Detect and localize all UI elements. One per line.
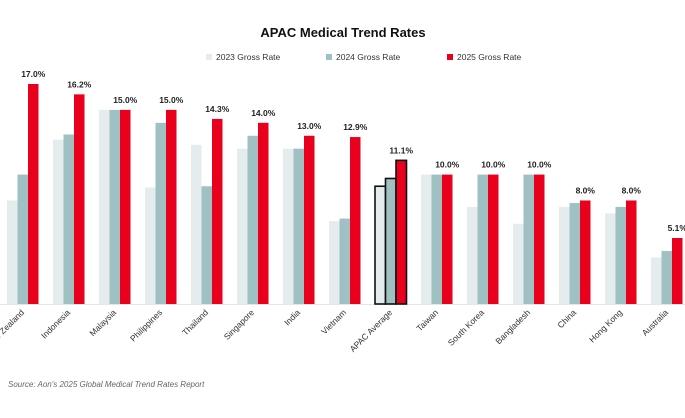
- bar: [569, 203, 580, 304]
- legend-swatch: [206, 54, 212, 60]
- data-label: 11.1%: [389, 145, 413, 155]
- bar: [395, 159, 408, 305]
- bar: [155, 122, 166, 304]
- bars: [7, 84, 683, 305]
- category-label: Australia: [640, 307, 671, 338]
- data-label: 15.0%: [113, 95, 138, 105]
- legend-swatch: [326, 54, 332, 60]
- bar: [145, 187, 156, 304]
- bar: [109, 109, 120, 304]
- bar: [523, 174, 534, 304]
- bar: [212, 118, 223, 304]
- bar: [467, 206, 478, 304]
- bar: [651, 257, 662, 304]
- data-label: 10.0%: [481, 160, 506, 170]
- category-label: Singapore: [222, 307, 257, 342]
- bar: [615, 206, 626, 304]
- category-label: APAC Average: [348, 307, 395, 354]
- data-label: 14.0%: [251, 108, 276, 118]
- data-labels: 17.0% 16.2% 15.0% 15.0% 14.3% 14.0% 13.0% 12.9%…: [21, 69, 685, 233]
- legend-label: 2025 Gross Rate: [457, 52, 522, 62]
- category-label: China: [555, 307, 578, 330]
- data-label: 15.0%: [159, 95, 184, 105]
- bar: [442, 174, 453, 304]
- bar: [580, 200, 591, 304]
- category-label: Taiwan: [414, 307, 440, 333]
- bar: [534, 174, 545, 304]
- bar: [339, 218, 350, 304]
- bar: [374, 185, 387, 305]
- data-label: 17.0%: [21, 69, 46, 79]
- bar: [28, 84, 39, 304]
- bar: [247, 135, 258, 304]
- bar: [63, 134, 74, 304]
- data-label: 10.0%: [435, 160, 460, 170]
- bar: [304, 135, 315, 304]
- category-label: Philippines: [128, 307, 164, 343]
- legend-swatch: [447, 54, 453, 60]
- legend-label: 2024 Gross Rate: [336, 52, 401, 62]
- bar: [350, 137, 361, 304]
- bar: [283, 148, 294, 304]
- bar: [17, 174, 28, 304]
- data-label: 10.0%: [527, 160, 552, 170]
- bar: [661, 250, 672, 304]
- chart-title: APAC Medical Trend Rates: [260, 25, 425, 40]
- bar: [53, 139, 64, 304]
- category-label: Indonesia: [39, 307, 72, 340]
- data-label: 5.1%: [668, 223, 685, 233]
- bar: [99, 109, 110, 304]
- bar: [7, 200, 18, 304]
- bar: [488, 174, 499, 304]
- bar: [329, 221, 340, 304]
- bar: [201, 186, 212, 304]
- category-label: Thailand: [180, 307, 210, 337]
- category-label: South Korea: [446, 307, 487, 348]
- source-note: Source: Aon's 2025 Global Medical Trend …: [8, 380, 205, 389]
- bar: [477, 174, 488, 304]
- bar: [672, 238, 683, 304]
- bar: [258, 122, 269, 304]
- bar: [513, 223, 524, 304]
- data-label: 14.3%: [205, 104, 230, 114]
- bar: [431, 174, 442, 304]
- bar: [166, 109, 177, 304]
- data-label: 16.2%: [67, 79, 92, 89]
- data-label: 8.0%: [576, 185, 596, 195]
- data-label: 12.9%: [343, 122, 368, 132]
- category-label: Bangladesh: [493, 307, 532, 346]
- category-label: Vietnam: [319, 307, 348, 336]
- data-label: 8.0%: [622, 185, 642, 195]
- legend: 2023 Gross Rate 2024 Gross Rate 2025 Gross…: [206, 52, 522, 62]
- category-label: Malaysia: [87, 307, 118, 338]
- bar: [74, 94, 85, 305]
- bar: [384, 177, 397, 305]
- bar: [191, 144, 202, 304]
- bar: [237, 148, 248, 304]
- legend-label: 2023 Gross Rate: [216, 52, 281, 62]
- bar: [559, 206, 570, 304]
- data-label: 13.0%: [297, 121, 322, 131]
- category-label: Hong Kong: [587, 307, 624, 344]
- category-label: India: [282, 307, 302, 327]
- bar: [605, 213, 616, 304]
- bar: [421, 174, 432, 304]
- bar: [120, 109, 131, 304]
- bar: [626, 200, 637, 304]
- category-label: New Zealand: [0, 307, 26, 350]
- category-labels: New Zealand Indonesia Malaysia Philippines T…: [0, 307, 670, 354]
- bar: [293, 148, 304, 304]
